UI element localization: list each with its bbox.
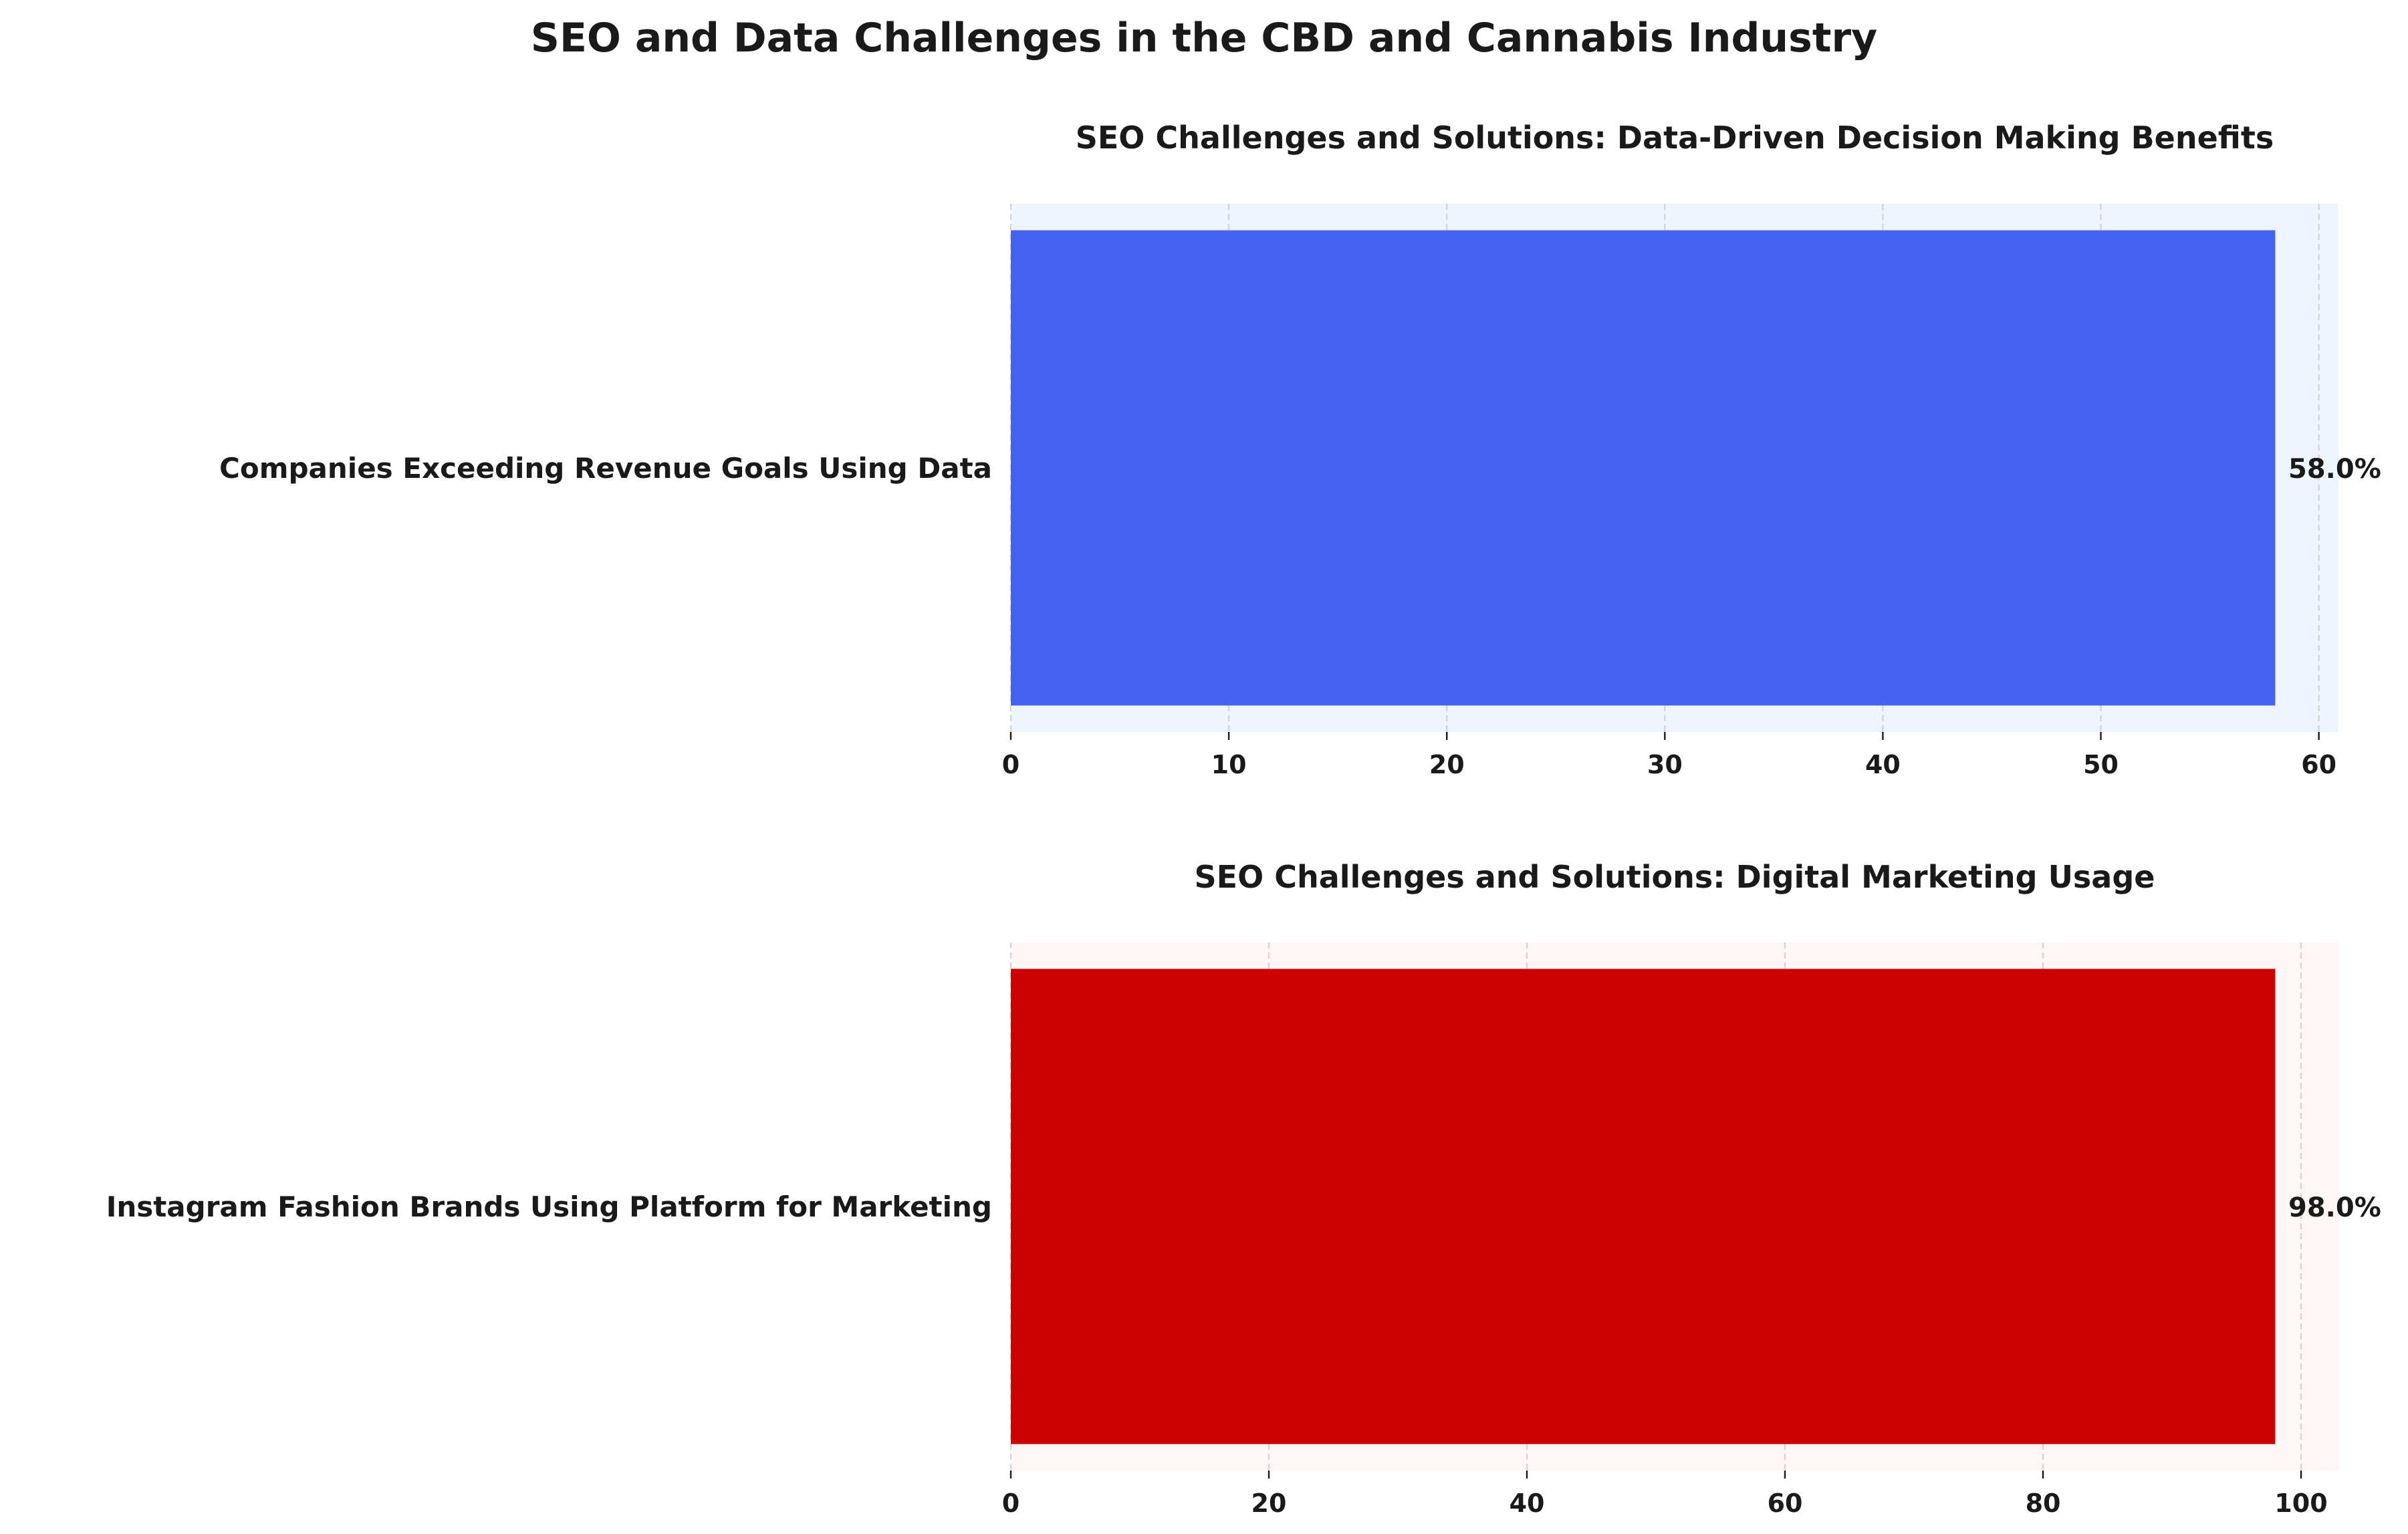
x-tick-label: 40 bbox=[1510, 1489, 1545, 1518]
value-label: 98.0% bbox=[2288, 1192, 2381, 1223]
x-tick-label: 80 bbox=[2026, 1489, 2061, 1518]
x-tick-label: 0 bbox=[1002, 1489, 1019, 1518]
bar bbox=[1011, 230, 2276, 706]
x-tick-label: 60 bbox=[1768, 1489, 1803, 1518]
bar bbox=[1011, 969, 2276, 1444]
x-tick-label: 60 bbox=[2301, 750, 2336, 779]
x-tick-label: 20 bbox=[1429, 750, 1465, 779]
panel-title: SEO Challenges and Solutions: Data-Drive… bbox=[1076, 120, 2274, 156]
x-tick-label: 0 bbox=[1002, 750, 1019, 779]
x-tick-label: 50 bbox=[2083, 750, 2119, 779]
x-tick-label: 30 bbox=[1647, 750, 1683, 779]
x-tick-label: 100 bbox=[2274, 1489, 2327, 1518]
category-label: Instagram Fashion Brands Using Platform … bbox=[106, 1190, 992, 1223]
x-tick-label: 40 bbox=[1865, 750, 1901, 779]
x-tick-label: 10 bbox=[1211, 750, 1247, 779]
x-tick-label: 20 bbox=[1251, 1489, 1287, 1518]
figure-title: SEO and Data Challenges in the CBD and C… bbox=[530, 15, 1878, 61]
value-label: 58.0% bbox=[2288, 454, 2381, 485]
panel-title: SEO Challenges and Solutions: Digital Ma… bbox=[1195, 859, 2155, 895]
category-label: Companies Exceeding Revenue Goals Using … bbox=[219, 452, 992, 485]
